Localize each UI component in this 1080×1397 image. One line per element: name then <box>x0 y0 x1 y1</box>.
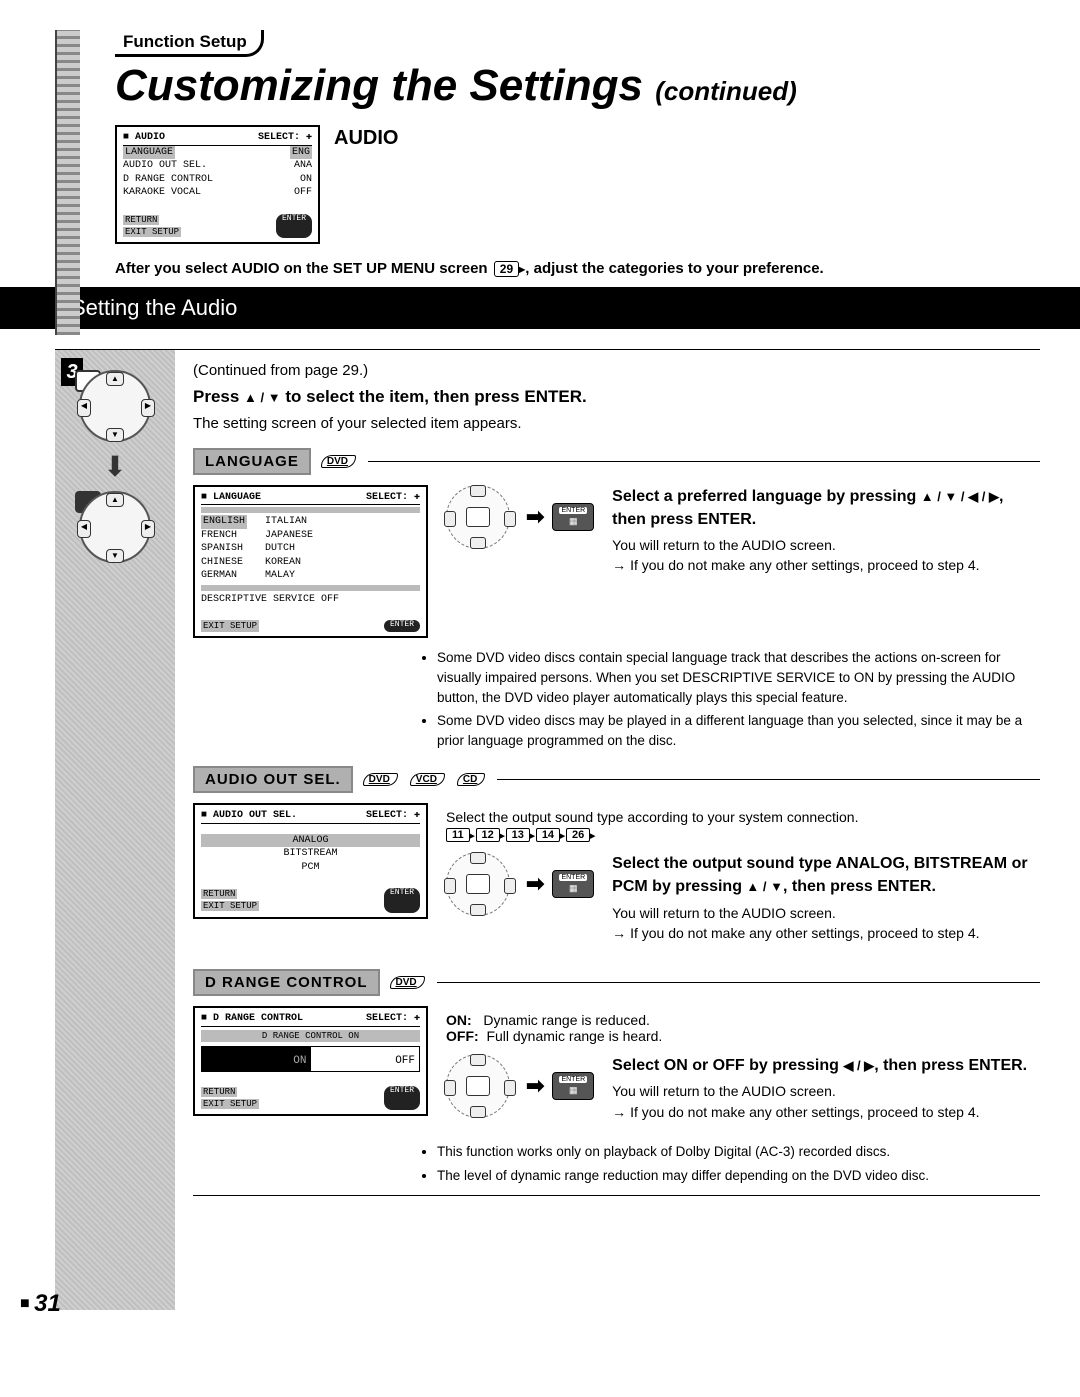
audio-out-intro: Select the output sound type according t… <box>446 809 1040 842</box>
title-continued: (continued) <box>655 76 797 106</box>
section-audio-out-header: AUDIO OUT SEL. DVD VCD CD <box>193 766 1040 793</box>
section-drange-header: D RANGE CONTROL DVD <box>193 969 1040 996</box>
step-left-column: 3 ▲ ▼ ◀ ▶ ⬇ ▲ ▼ ◀ ▶ <box>55 350 175 1310</box>
drange-description: Select ON or OFF by pressing ◀ / ▶, then… <box>612 1054 1040 1122</box>
disc-vcd-icon: VCD <box>410 773 445 786</box>
osd-audio-out-menu: ■ AUDIO OUT SEL. SELECT: ✚ ANALOG BITSTR… <box>193 803 428 918</box>
section-header-bar: Setting the Audio <box>0 287 1080 329</box>
osd-language-menu: ■ LANGUAGE SELECT: ✚ ENGLISH FRENCH SPAN… <box>193 485 428 639</box>
osd-audio-menu: ■ AUDIO SELECT: ✚ LANGUAGEENG AUDIO OUT … <box>115 125 320 244</box>
step-subtext: The setting screen of your selected item… <box>193 415 1040 432</box>
continued-from: (Continued from page 29.) <box>193 362 1040 379</box>
drange-onoff: ON: Dynamic range is reduced. OFF: Full … <box>446 1012 1040 1044</box>
remote-dpad-icon: ▲ ▼ ◀ ▶ <box>75 370 155 440</box>
audio-heading: AUDIO <box>334 127 398 150</box>
osd-title-right: SELECT: ✚ <box>258 131 312 145</box>
audio-out-description: Select the output sound type ANALOG, BIT… <box>612 852 1040 943</box>
nav-combo-icon: ➡ ENTER▦ <box>446 485 594 549</box>
down-arrow-icon: ⬇ <box>63 450 167 483</box>
page-ref-29: 29 <box>494 261 519 277</box>
osd-drange-menu: ■ D RANGE CONTROL SELECT: ✚ D RANGE CONT… <box>193 1006 428 1116</box>
language-bullets: Some DVD video discs contain special lan… <box>423 648 1040 750</box>
disc-dvd-icon: DVD <box>363 773 398 786</box>
drange-bullets: This function works only on playback of … <box>423 1142 1040 1185</box>
title-main: Customizing the Settings <box>115 61 643 110</box>
step-heading: Press ▲ / ▼ to select the item, then pre… <box>193 387 1040 407</box>
disc-dvd-icon: DVD <box>390 976 425 989</box>
page-number: 31 <box>20 1290 61 1318</box>
section-language-header: LANGUAGE DVD <box>193 448 1040 475</box>
nav-combo-icon: ➡ ENTER▦ <box>446 852 594 916</box>
intro-instruction: After you select AUDIO on the SET UP MEN… <box>115 260 1040 277</box>
spiral-binding <box>55 30 80 335</box>
page-title: Customizing the Settings (continued) <box>115 61 1040 111</box>
language-description: Select a preferred language by pressing … <box>612 485 1040 576</box>
osd-title-left: ■ AUDIO <box>123 131 165 145</box>
disc-dvd-icon: DVD <box>321 455 356 468</box>
breadcrumb: Function Setup <box>115 30 264 57</box>
nav-combo-icon: ➡ ENTER▦ <box>446 1054 594 1118</box>
disc-cd-icon: CD <box>457 773 485 786</box>
remote-enter-icon: ▲ ▼ ◀ ▶ <box>75 491 155 561</box>
